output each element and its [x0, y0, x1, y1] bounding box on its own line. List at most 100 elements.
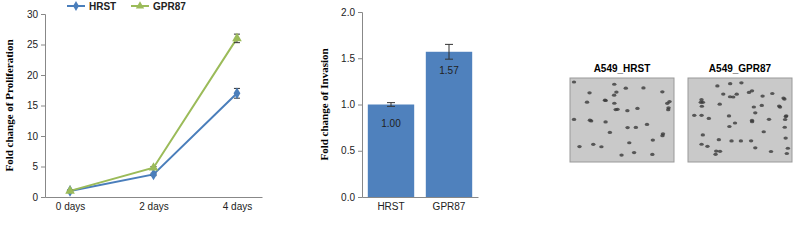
cell [713, 153, 717, 156]
cell [613, 108, 617, 111]
data-label: 1.00 [381, 118, 401, 129]
cell [715, 84, 719, 87]
cell [641, 86, 645, 89]
cell [735, 93, 739, 96]
x-tick-label: GPR87 [433, 201, 466, 212]
cell [604, 99, 608, 102]
cell [770, 92, 774, 95]
cell [699, 143, 703, 146]
y-tick-label: 0 [32, 192, 38, 203]
cell [612, 102, 616, 105]
cell [700, 105, 704, 108]
y-tick-mark [41, 106, 45, 107]
cell [784, 114, 788, 117]
cell [612, 94, 616, 97]
y-tick-label: 1.0 [341, 99, 355, 110]
y-tick: 1.5 [341, 53, 362, 64]
y-tick: 0 [32, 192, 45, 203]
cell [591, 143, 595, 146]
cell [572, 80, 576, 83]
legend-label: HRST [89, 1, 116, 12]
x-tick-label: 2 days [139, 201, 168, 212]
cell [650, 153, 654, 156]
y-tick-mark [41, 136, 45, 137]
marker [149, 162, 159, 170]
image-background [570, 78, 674, 162]
cell [749, 139, 753, 142]
legend-label: GPR87 [153, 1, 186, 12]
cell [733, 121, 737, 124]
y-tick: 20 [27, 70, 45, 81]
cell [587, 91, 591, 94]
y-tick: 10 [27, 131, 45, 142]
cell [577, 145, 581, 148]
cell [717, 138, 721, 141]
cell [585, 101, 589, 104]
y-tick-mark [41, 14, 45, 15]
bar [368, 105, 414, 198]
y-tick-label: 20 [27, 70, 39, 81]
plot [65, 33, 242, 197]
cell [692, 114, 696, 117]
cell [728, 95, 732, 98]
cell [645, 123, 649, 126]
y-tick: 30 [27, 9, 45, 20]
y-tick: 2.0 [341, 7, 362, 18]
cell [599, 145, 603, 148]
y-tick-mark [41, 197, 45, 198]
x-tick: 4 days [223, 201, 252, 212]
y-tick: 15 [27, 100, 45, 111]
y-tick-mark [358, 151, 362, 152]
data-labels: 1.00 1.57 [381, 65, 459, 129]
cell [660, 90, 664, 93]
error-bar [445, 44, 453, 59]
x-tick: GPR87 [433, 201, 466, 212]
cell [627, 141, 631, 144]
data-label: 1.57 [439, 65, 459, 76]
cell [786, 147, 790, 150]
legend-item: GPR87 [131, 1, 186, 12]
y-tick-mark [358, 197, 362, 198]
cell [619, 153, 623, 156]
y-tick: 0.0 [341, 192, 362, 203]
y-axis-line [41, 15, 46, 198]
cell [783, 126, 787, 129]
x-tick: 2 days [139, 201, 168, 212]
cell [572, 118, 576, 121]
cell [632, 151, 636, 154]
marker [65, 185, 75, 193]
cell [785, 152, 789, 155]
cell [762, 130, 766, 133]
x-tick-label: HRST [377, 201, 404, 212]
figure: 0510152025300 days2 days4 daysFold chang… [0, 0, 794, 229]
y-tick-mark [41, 75, 45, 76]
x-tick-label: 4 days [223, 201, 252, 212]
cell [651, 138, 655, 141]
cell [701, 133, 705, 136]
y-tick: 0.5 [341, 145, 362, 156]
x-tick: HRST [377, 201, 404, 212]
y-tick: 1.0 [341, 99, 362, 110]
cell [729, 139, 733, 142]
cell [625, 126, 629, 129]
cell [769, 150, 773, 153]
cell [783, 118, 787, 121]
micrograph: A549_GPR87 [688, 63, 792, 162]
image-background [688, 78, 792, 162]
y-axis: 0.0 0.5 1.0 1.5 2.0 [341, 7, 362, 203]
image-label: A549_GPR87 [709, 63, 772, 74]
cell [753, 146, 757, 149]
cell [625, 109, 629, 112]
y-tick: 5 [32, 161, 45, 172]
y-axis-line [358, 13, 363, 198]
plot [368, 44, 472, 197]
y-tick-mark [358, 105, 362, 106]
cell [728, 82, 732, 85]
cell [634, 126, 638, 129]
cell [661, 132, 665, 135]
cell [666, 108, 670, 111]
cell [699, 114, 703, 117]
legend: HRST GPR87 [67, 1, 186, 12]
cell [635, 107, 639, 110]
y-axis-title: Fold change of Proliferation [3, 39, 15, 171]
